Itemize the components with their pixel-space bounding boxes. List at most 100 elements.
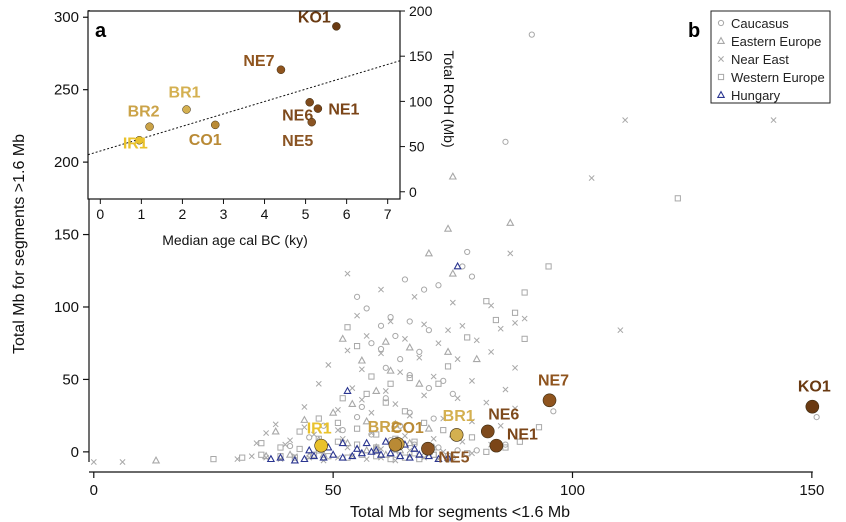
background-point [320, 422, 327, 429]
background-point [469, 377, 475, 384]
background-point [381, 337, 390, 345]
background-point [483, 448, 490, 455]
legend-marker-eastern-europe [716, 36, 726, 44]
background-point [392, 332, 399, 340]
background-point [464, 334, 471, 341]
background-point [382, 388, 389, 394]
background-point [362, 438, 371, 447]
background-point [415, 379, 424, 387]
background-point [277, 444, 284, 451]
main-y-tick-label: 200 [54, 154, 79, 171]
background-point [358, 403, 365, 411]
background-point [305, 445, 314, 454]
background-point [372, 445, 381, 454]
background-point [617, 327, 624, 334]
main-x-tick-label: 100 [560, 482, 585, 499]
background-point [271, 427, 280, 435]
ancient-label-ne7: NE7 [538, 372, 569, 389]
background-point [512, 319, 519, 326]
background-point [448, 172, 457, 180]
ancient-label-ne5: NE5 [438, 450, 469, 467]
background-point [272, 421, 279, 428]
background-point [287, 437, 294, 444]
background-point [309, 451, 319, 460]
background-point [421, 392, 428, 399]
background-point [362, 416, 371, 425]
ancient-point-ir1 [314, 438, 328, 453]
background-point [386, 366, 395, 374]
background-point [372, 386, 381, 394]
background-point [416, 456, 423, 463]
background-point [535, 424, 543, 431]
background-point [348, 451, 357, 460]
background-point [449, 299, 456, 306]
background-point [521, 315, 528, 322]
inset-y-tick-label: 200 [409, 3, 433, 19]
background-point [483, 399, 490, 406]
background-point [622, 117, 629, 124]
inset-label-ne5: NE5 [282, 133, 313, 150]
background-point [445, 327, 451, 334]
background-point [300, 415, 309, 423]
background-point [378, 286, 384, 293]
background-point [119, 459, 126, 465]
ancient-point-ko1 [805, 399, 820, 414]
background-point [472, 354, 481, 363]
background-point [378, 350, 384, 357]
background-point [291, 454, 298, 461]
background-point [315, 380, 322, 387]
inset-x-tick-label: 7 [384, 206, 392, 222]
background-point [469, 418, 475, 425]
background-point [353, 343, 361, 350]
background-point [358, 366, 365, 373]
background-point [263, 430, 270, 436]
inset-x-tick-label: 5 [302, 206, 310, 222]
background-point [401, 276, 409, 283]
inset-x-tick-label: 1 [137, 206, 145, 222]
legend-label: Caucasus [731, 16, 789, 31]
inset-label-ir1: IR1 [123, 135, 148, 152]
background-point [405, 438, 414, 447]
panel-label-a: a [95, 20, 107, 42]
background-point [492, 316, 500, 324]
legend-label: Near East [731, 52, 789, 67]
background-point [325, 361, 332, 368]
background-point [344, 324, 351, 331]
background-point [443, 347, 453, 355]
background-point [440, 415, 447, 422]
inset-y-tick-label: 0 [409, 184, 417, 200]
background-point [416, 354, 423, 361]
background-point [210, 456, 217, 463]
background-point [258, 440, 265, 447]
ancient-point-ne1 [489, 438, 504, 453]
main-x-tick-label: 150 [799, 482, 824, 499]
background-point [334, 419, 342, 426]
main-x-tick-label: 0 [90, 482, 98, 499]
background-point [405, 453, 414, 461]
background-point [435, 380, 442, 387]
inset-point-ir1 [135, 136, 144, 145]
background-point [338, 438, 347, 447]
inset-label-ko1: KO1 [298, 9, 331, 26]
legend-marker-hungary [716, 90, 726, 98]
background-point [296, 428, 303, 435]
background-point [329, 450, 338, 458]
background-point [516, 438, 523, 445]
background-point [387, 380, 394, 387]
background-point [358, 396, 365, 403]
legend-label: Western Europe [731, 70, 825, 85]
background-point [528, 31, 535, 38]
background-point [354, 312, 361, 319]
ancient-label-co1: CO1 [391, 420, 424, 437]
ancient-point-co1 [388, 437, 403, 452]
main-y-tick-label: 100 [54, 299, 79, 316]
panel-label-b: b [688, 20, 700, 42]
background-point [430, 435, 437, 442]
inset-label-co1: CO1 [189, 132, 222, 149]
legend-label: Hungary [731, 88, 781, 103]
background-point [770, 117, 777, 124]
background-point [430, 415, 437, 422]
legend-marker-western-europe [717, 73, 725, 81]
background-point [381, 450, 390, 458]
